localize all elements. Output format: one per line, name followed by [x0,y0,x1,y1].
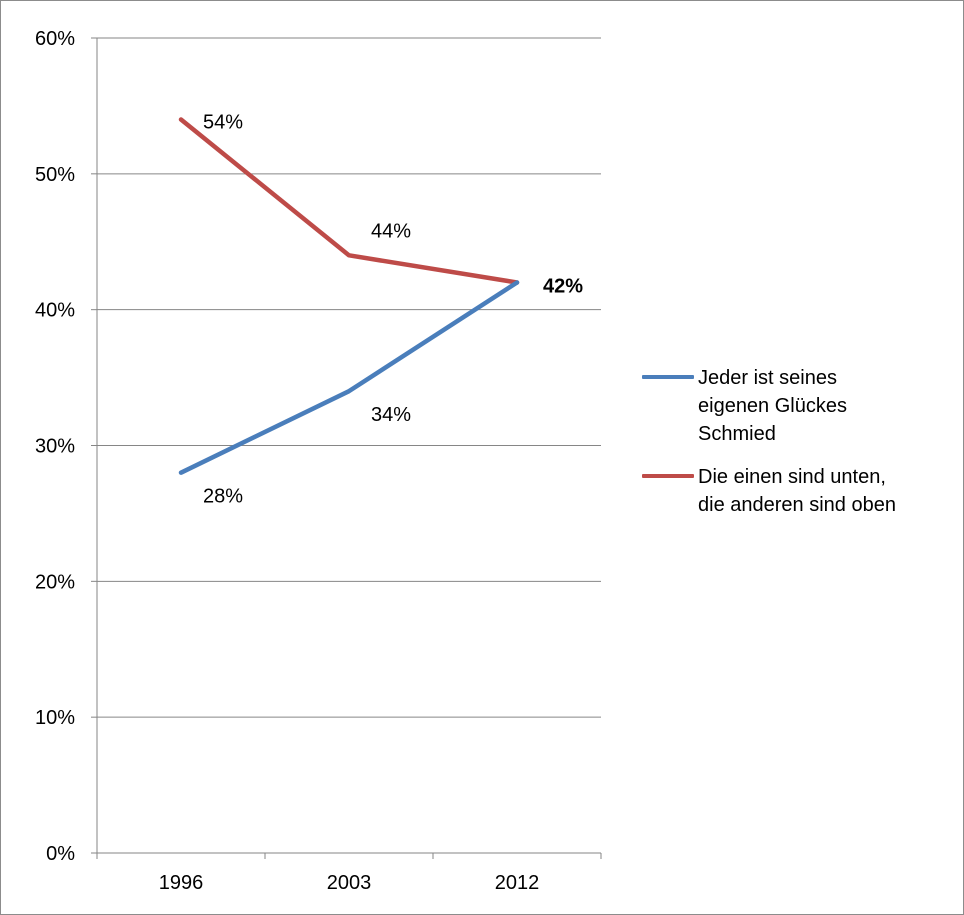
legend-label-line: die anderen sind oben [698,494,896,516]
y-tick-label: 0% [46,843,75,865]
data-labels: 28% 34% 42% 54% 44% [203,112,583,508]
x-tick-label: 1996 [159,872,204,894]
legend-label-line: Schmied [698,423,776,445]
x-tick-label: 2012 [495,872,540,894]
legend-label-line: eigenen Glückes [698,395,847,417]
data-label: 34% [371,404,411,426]
data-label: 28% [203,486,243,508]
legend-item-series-1: Jeder ist seines eigenen Glückes Schmied [642,364,957,448]
gridlines [97,37,601,718]
series-line-1 [178,280,520,475]
y-tick-label: 60% [35,28,75,50]
data-label: 44% [371,220,411,242]
y-tick-label: 50% [35,164,75,186]
legend-label-line: Die einen sind unten, [698,466,886,488]
series-lines [178,117,520,475]
x-tick-label: 2003 [327,872,372,894]
axes [91,37,602,859]
legend-item-series-2: Die einen sind unten, die anderen sind o… [642,463,957,519]
y-tick-label: 30% [35,436,75,458]
data-label: 42% [543,276,583,298]
legend-label-line: Jeder ist seines [698,367,837,389]
legend: Jeder ist seines eigenen Glückes Schmied… [642,364,957,534]
y-tick-label: 10% [35,707,75,729]
legend-swatch-series-1 [642,375,694,379]
y-tick-labels: 0% 10% 20% 30% 40% 50% 60% [35,28,75,865]
y-tick-label: 40% [35,300,75,322]
series-line-2 [178,117,520,285]
x-tick-labels: 1996 2003 2012 [159,872,540,894]
legend-swatch-series-2 [642,474,694,478]
y-tick-label: 20% [35,571,75,593]
data-label: 54% [203,112,243,134]
